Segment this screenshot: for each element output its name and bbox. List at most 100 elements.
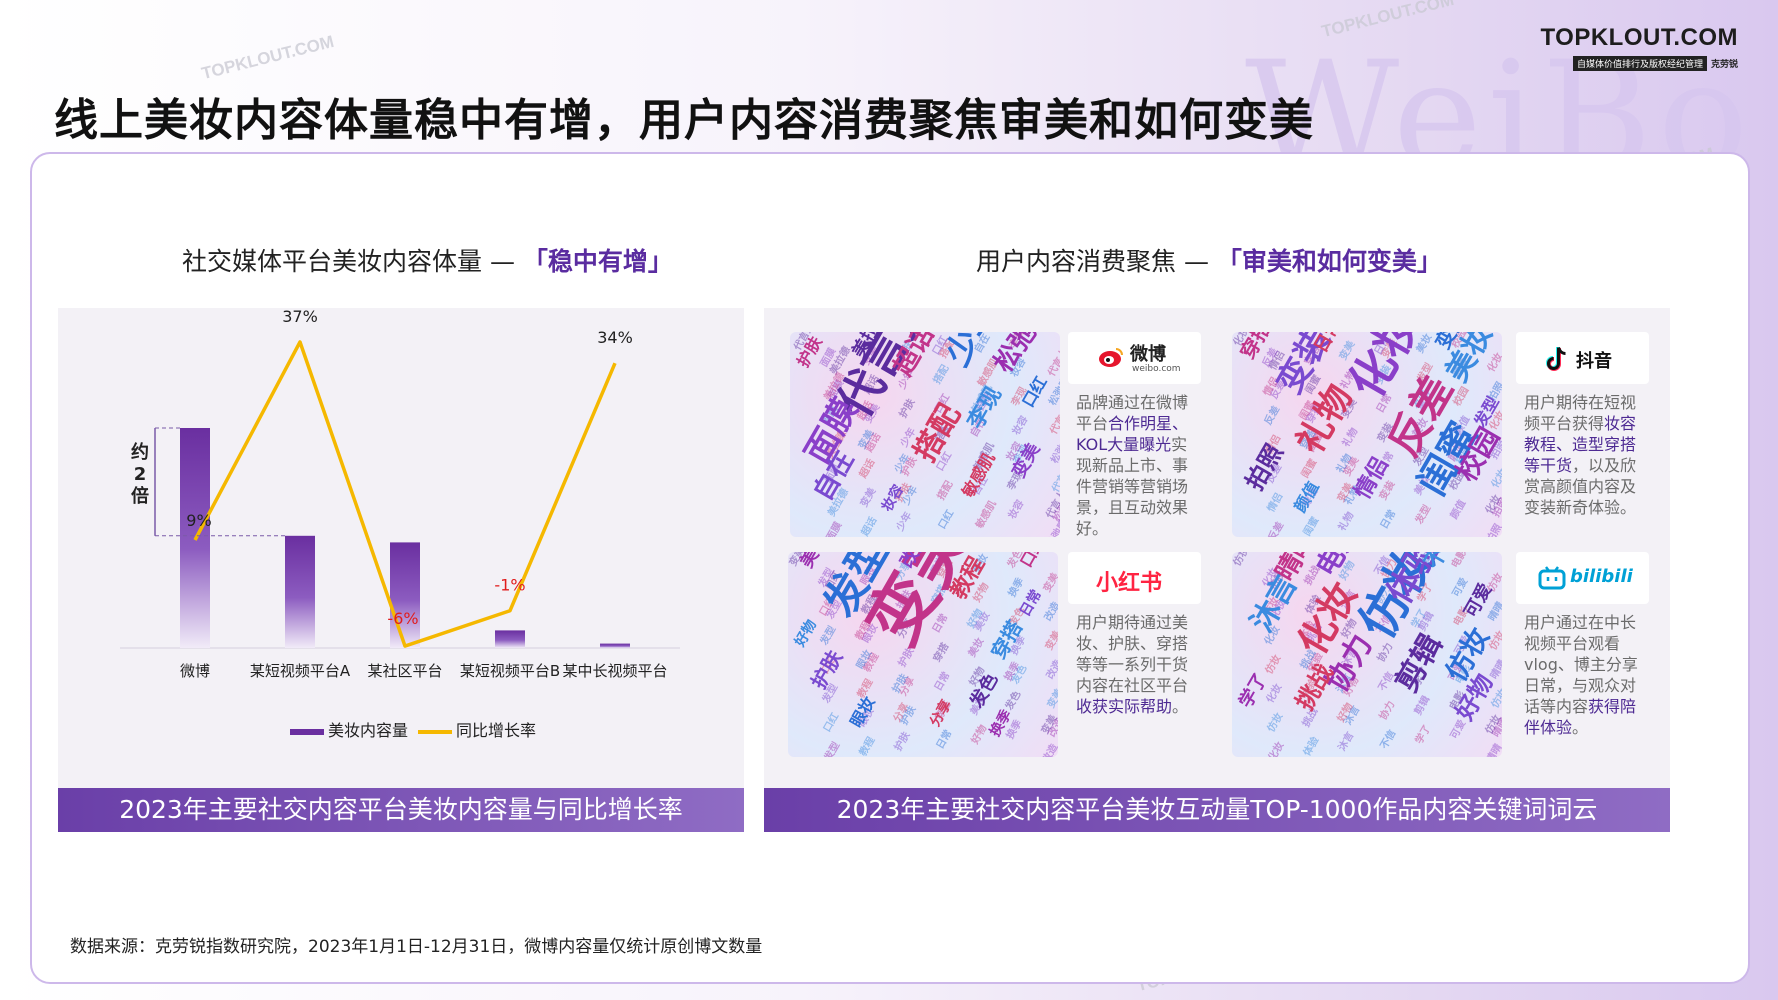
xiaohongshu-icon: 小红书 xyxy=(1096,571,1163,596)
bar xyxy=(390,542,420,648)
cloud-word-small: 改造 xyxy=(1044,658,1058,682)
description-text: 品牌通过在微博平台 xyxy=(1076,393,1189,433)
left-section-title: 社交媒体平台美妆内容体量 — 「稳中有增」 xyxy=(182,242,673,278)
cloud-word-small: 护肤 xyxy=(897,397,918,421)
cloud-word-small: 日常 xyxy=(934,728,955,752)
watermark: TOPKLOUT.COM xyxy=(199,31,336,84)
cloud-word-small: 改造 xyxy=(1040,742,1058,757)
cloud-word-small: 仿妆 xyxy=(1232,552,1252,569)
cloud-word-small: 拍照 xyxy=(1484,522,1502,537)
douyin-icon xyxy=(1546,347,1566,371)
legend-bar-label: 美妆内容量 xyxy=(328,721,408,740)
cloud-word-small: 松弛感 xyxy=(1047,376,1060,408)
cloud-word: 口红 xyxy=(1016,552,1048,571)
growth-rate-line xyxy=(193,340,617,648)
bilibili-description: 用户通过在中长视频平台观看vlog、博主分享日常，与观众对话等内容获得陪伴体验。 xyxy=(1524,612,1642,738)
cloud-word-small: 超话 xyxy=(857,457,878,481)
douyin-name: 抖音 xyxy=(1576,351,1612,372)
right-footer-bar: 2023年主要社交内容平台美妆互动量TOP-1000作品内容关键词词云 xyxy=(764,788,1670,832)
right-title-prefix: 用户内容消费聚焦 — xyxy=(976,247,1209,276)
page-title: 线上美妆内容体量稳中有增，用户内容消费聚焦审美和如何变美 xyxy=(54,95,1314,146)
cloud-word-small: 代言人 xyxy=(1046,347,1060,379)
annotation-text: 2 xyxy=(134,464,147,485)
growth-rate-label: 34% xyxy=(597,328,633,347)
category-label: 某社区平台 xyxy=(367,662,442,680)
weibo-word-cloud: 代言人 面膜 超话 少年 搭配 自在 李现 松弛感 美拉德 变美 护肤 口红 敏感肌 妆容 代言人 面膜 超话少… xyxy=(790,332,1060,537)
cloud-word: 好物 xyxy=(792,617,820,650)
description-text: 用户期待通过美妆、护肤、穿搭等等一系列干货内容在社区平台 xyxy=(1076,613,1189,695)
left-title-prefix: 社交媒体平台美妆内容体量 — xyxy=(182,247,515,276)
cloud-word-small: 日常 xyxy=(1378,508,1399,532)
growth-rate-label: 9% xyxy=(186,511,211,530)
cloud-word-small: 面膜 xyxy=(824,520,845,537)
cloud-word: 口红 xyxy=(1018,373,1051,411)
bar xyxy=(495,630,525,648)
growth-rate-label: -6% xyxy=(387,609,418,628)
description-highlight: 妆容教程、造型穿搭等干货 xyxy=(1524,414,1637,475)
cloud-word-small: 少年 xyxy=(894,510,915,534)
cloud-word-small: 剪辑 xyxy=(1412,694,1433,718)
cloud-word-small: 发型 xyxy=(818,624,839,648)
cloud-word: 分享 xyxy=(927,697,955,730)
weibo-badge: 微博 weibo.com xyxy=(1068,332,1201,384)
cloud-word-small: 闺蜜 xyxy=(1299,457,1320,481)
cloud-word: 日常 xyxy=(1017,587,1045,620)
cloud-word-small: 仿妆 xyxy=(1263,653,1284,677)
cloud-word-small: 反差 xyxy=(1262,404,1283,428)
cloud-word: 电影 xyxy=(1309,552,1366,582)
cloud-word: 颜值 xyxy=(1290,478,1323,516)
douyin-word-cloud: 化妆 反差 闺蜜 礼物 变装 美妆 校园 拍照 情侣 穿搭 变美 日常 发型 颜值 化妆 反差 闺蜜 礼物 变装 美妆… xyxy=(1232,332,1502,537)
growth-rate-label: 37% xyxy=(282,310,318,326)
description-text: 。 xyxy=(1172,697,1189,716)
cloud-word-small: 发色 xyxy=(1003,689,1024,713)
cloud-word-small: 好物 xyxy=(969,723,990,747)
cloud-word-small: 发型 xyxy=(1413,503,1434,527)
cloud-word-small: 不信 xyxy=(1378,728,1399,752)
left-title-emphasis: 「稳中有增」 xyxy=(522,247,673,276)
cloud-word-small: 妆容 xyxy=(1010,414,1031,438)
category-label: 某短视频平台B xyxy=(460,662,560,680)
cloud-word: 妆容 xyxy=(879,482,907,515)
right-title-emphasis: 「审美和如何变美」 xyxy=(1216,247,1442,276)
cloud-word-small: 情侣 xyxy=(1265,491,1286,515)
cloud-word: 护肤 xyxy=(806,646,848,693)
cloud-word-small: 代言人 xyxy=(1048,405,1060,437)
bar xyxy=(285,535,315,648)
brand-logo: TOPKLOUT.COM 自媒体价值排行及版权经纪管理 克劳锐 xyxy=(1540,24,1738,71)
cloud-word-small: 变美 xyxy=(1041,571,1058,595)
cloud-word-small: 化妆 xyxy=(1266,740,1287,757)
cloud-word-small: 化妆 xyxy=(1264,682,1285,706)
cloud-word-small: 学了 xyxy=(1413,723,1434,747)
cloud-word-small: 礼物 xyxy=(1340,426,1361,450)
cloud-word-small: 超话 xyxy=(859,515,880,537)
cloud-word: 穿搭 xyxy=(986,616,1028,663)
category-label: 微博 xyxy=(180,662,210,680)
description-highlight: 获得陪伴体验 xyxy=(1524,697,1637,737)
xiaohongshu-badge: 小红书 xyxy=(1068,552,1201,604)
cloud-word-small: 美妆 xyxy=(966,636,987,660)
weibo-domain: weibo.com xyxy=(1132,364,1181,374)
cloud-word-small: 换季 xyxy=(1006,576,1027,600)
cloud-word-small: 教程 xyxy=(857,735,878,757)
weibo-description: 品牌通过在微博平台合作明星、KOL大量曝光实现新品上市、事件营销等营销场景，且互… xyxy=(1076,392,1194,539)
douyin-badge: 抖音 xyxy=(1516,332,1649,384)
growth-rate-label: -1% xyxy=(494,576,525,595)
cloud-word-small: 变美 xyxy=(1043,629,1058,653)
bilibili-badge: bilibili xyxy=(1516,552,1649,604)
annotation-text: 倍 xyxy=(131,485,149,507)
legend-line-label: 同比增长率 xyxy=(456,721,536,740)
legend-bar-swatch xyxy=(290,729,324,735)
logo-text: TOPKLOUT.COM xyxy=(1540,24,1738,51)
weibo-icon xyxy=(1099,348,1123,367)
description-highlight: 合作明星、KOL大量曝光 xyxy=(1076,414,1189,454)
cloud-word-small: 口红 xyxy=(936,508,957,532)
cloud-word-small: 搭配 xyxy=(931,363,952,387)
cloud-word-small: 改造 xyxy=(1042,600,1058,624)
bilibili-icon xyxy=(1538,566,1566,590)
weibo-name: 微博 xyxy=(1130,344,1166,365)
cloud-word-small: 晴晴 xyxy=(1486,600,1502,624)
cloud-word-small: 搭配 xyxy=(935,479,956,503)
bar xyxy=(600,643,630,648)
cloud-word-small: 妆容 xyxy=(1006,498,1027,522)
description-text: ，以及欣赏高颜值内容及变装新奇体验。 xyxy=(1524,456,1637,517)
